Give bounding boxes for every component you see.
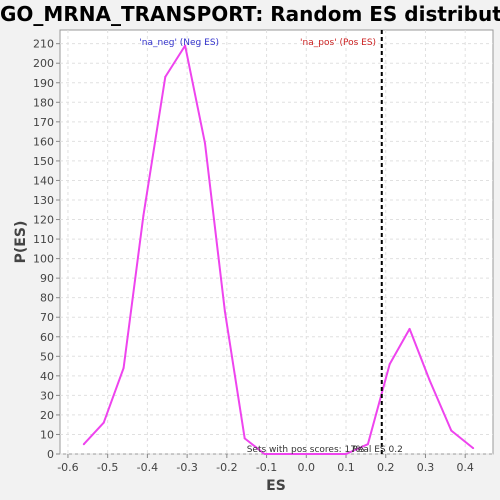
x-tick-label: 0.3 — [417, 461, 435, 474]
chart-title: GO_MRNA_TRANSPORT: Random ES distributio… — [0, 2, 500, 26]
data-point — [472, 447, 475, 450]
y-tick-label: 90 — [40, 272, 54, 285]
y-tick-label: 110 — [33, 233, 54, 246]
pos-es-label: 'na_pos' (Pos ES) — [300, 38, 376, 48]
y-tick-label: 210 — [33, 38, 54, 51]
x-tick-label: -0.1 — [256, 461, 277, 474]
y-tick-label: 10 — [40, 428, 54, 441]
data-point — [223, 310, 226, 313]
data-point — [450, 429, 453, 432]
y-tick-label: 190 — [33, 77, 54, 90]
sets-pos-note: Sets with pos scores: 17% — [247, 445, 365, 455]
y-axis-title: P(ES) — [13, 221, 29, 264]
y-tick-label: 60 — [40, 331, 54, 344]
x-tick-label: -0.4 — [137, 461, 158, 474]
x-tick-label: -0.2 — [216, 461, 237, 474]
y-tick-label: 80 — [40, 292, 54, 305]
x-tick-label: 0.0 — [298, 461, 316, 474]
y-tick-label: 170 — [33, 116, 54, 129]
y-tick-label: 100 — [33, 253, 54, 266]
y-tick-label: 130 — [33, 194, 54, 207]
data-point — [408, 327, 411, 330]
data-point — [325, 453, 328, 455]
data-point — [243, 437, 246, 440]
x-tick-label: -0.3 — [176, 461, 197, 474]
data-point — [164, 75, 167, 78]
x-tick-label: -0.6 — [57, 461, 78, 474]
series-layer — [82, 30, 475, 455]
series-line — [83, 44, 474, 455]
data-point — [102, 421, 105, 424]
data-point — [122, 367, 125, 370]
x-tick-label: 0.2 — [377, 461, 395, 474]
data-point — [203, 142, 206, 145]
data-point — [428, 378, 431, 381]
x-tick-label: 0.4 — [456, 461, 474, 474]
y-tick-label: 140 — [33, 174, 54, 187]
y-tick-label: 20 — [40, 409, 54, 422]
data-point — [345, 453, 348, 455]
y-tick-label: 160 — [33, 135, 54, 148]
y-tick-label: 200 — [33, 57, 54, 70]
plot-area — [59, 29, 494, 455]
y-tick-label: 30 — [40, 389, 54, 402]
data-point — [142, 214, 145, 217]
x-tick-label: -0.5 — [97, 461, 118, 474]
data-point — [263, 453, 266, 455]
data-point — [366, 443, 369, 446]
y-tick-label: 150 — [33, 155, 54, 168]
y-tick-label: 180 — [33, 96, 54, 109]
y-tick-label: 120 — [33, 214, 54, 227]
y-tick-label: 50 — [40, 350, 54, 363]
x-tick-label: 0.1 — [337, 461, 355, 474]
x-axis-title: ES — [266, 478, 286, 494]
neg-es-label: 'na_neg' (Neg ES) — [139, 38, 219, 48]
data-point — [184, 44, 187, 47]
y-tick-label: 70 — [40, 311, 54, 324]
y-tick-label: 0 — [47, 448, 54, 461]
y-tick-label: 40 — [40, 370, 54, 383]
annotations: 'na_neg' (Neg ES) 'na_pos' (Pos ES) Sets w… — [139, 38, 403, 455]
axes: 0 10 20 30 40 50 60 70 80 90 100 110 120 130 140 150 160… — [33, 38, 474, 474]
data-point — [82, 443, 85, 446]
data-point — [305, 453, 308, 455]
data-point — [388, 363, 391, 366]
data-point — [285, 453, 288, 455]
real-es-note: Real ES 0.2 — [352, 445, 403, 455]
